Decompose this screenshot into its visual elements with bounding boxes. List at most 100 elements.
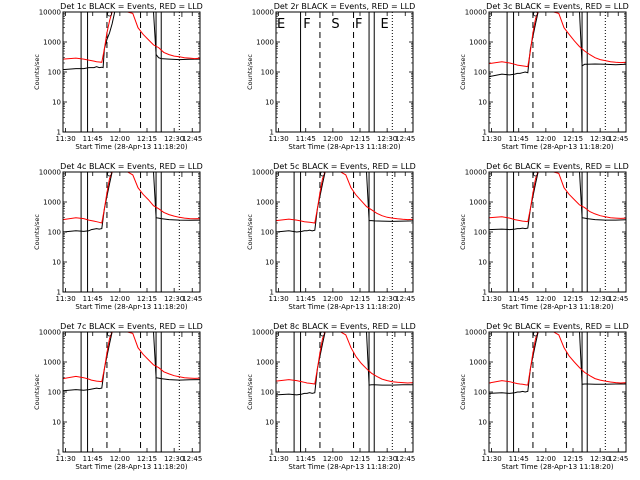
x-tick-label: 12:15	[563, 295, 583, 303]
y-tick-label: 1	[483, 289, 487, 297]
x-tick-label: 12:45	[182, 135, 202, 143]
plot-frame	[62, 331, 201, 453]
y-tick-label: 100	[48, 389, 61, 397]
top-marker	[181, 11, 187, 17]
panel-title: Det 9c BLACK = Events, RED = LLD	[486, 322, 629, 331]
phase-marker: E	[277, 17, 285, 32]
x-tick-label: 12:00	[110, 135, 130, 143]
y-tick-label: 10000	[252, 9, 274, 17]
panel-title: Det 2r BLACK = Events, RED = LLD	[274, 2, 416, 11]
x-tick-label: 11:30	[55, 455, 75, 463]
y-axis-label: Counts/sec	[459, 374, 467, 410]
events-series-line	[276, 172, 413, 233]
events-series-line	[489, 12, 626, 78]
y-tick-label: 100	[474, 69, 487, 77]
x-tick-label: 12:00	[323, 135, 343, 143]
x-tick-label: 11:45	[296, 455, 316, 463]
top-marker	[607, 331, 613, 337]
x-tick-label: 12:30	[164, 455, 184, 463]
x-axis-label: Start Time (28-Apr-13 11:18:20)	[288, 303, 400, 311]
y-tick-label: 10000	[252, 329, 274, 337]
y-tick-label: 100	[474, 389, 487, 397]
y-tick-label: 10000	[465, 9, 487, 17]
x-tick-label: 11:30	[481, 295, 501, 303]
y-tick-label: 1000	[43, 359, 61, 367]
y-tick-label: 100	[261, 229, 274, 237]
x-axis-label: Start Time (28-Apr-13 11:18:20)	[288, 143, 400, 151]
top-marker	[394, 331, 400, 337]
x-tick-label: 12:30	[164, 295, 184, 303]
x-tick-label: 12:30	[377, 295, 397, 303]
plot-frame	[275, 11, 414, 133]
y-tick-label: 10000	[39, 329, 61, 337]
panel-9: Det 9c BLACK = Events, RED = LLD 1 10 100 10…	[459, 322, 629, 471]
panel-6: Det 6c BLACK = Events, RED = LLD 1 10 100 10…	[459, 162, 629, 311]
y-tick-label: 1000	[256, 199, 274, 207]
y-axis-label: Counts/sec	[459, 214, 467, 250]
x-tick-label: 12:00	[536, 455, 556, 463]
x-axis-label: Start Time (28-Apr-13 11:18:20)	[75, 143, 187, 151]
x-axis-label: Start Time (28-Apr-13 11:18:20)	[501, 463, 613, 471]
x-tick-label: 12:30	[590, 135, 610, 143]
events-series-line	[63, 332, 200, 392]
x-tick-label: 12:15	[563, 455, 583, 463]
y-tick-label: 1	[270, 289, 274, 297]
y-tick-label: 10000	[465, 329, 487, 337]
plot-frame	[488, 331, 627, 453]
panel-title: Det 3c BLACK = Events, RED = LLD	[486, 2, 629, 11]
x-tick-label: 12:00	[536, 135, 556, 143]
x-tick-label: 11:30	[481, 135, 501, 143]
x-tick-label: 12:45	[395, 455, 415, 463]
plot-frame	[275, 171, 414, 293]
y-tick-label: 1000	[43, 39, 61, 47]
y-axis-label: Counts/sec	[459, 54, 467, 90]
plot-frame	[275, 331, 414, 453]
panel-title: Det 1c BLACK = Events, RED = LLD	[60, 2, 203, 11]
events-series-line	[489, 172, 626, 231]
x-tick-label: 11:45	[509, 135, 529, 143]
panel-1: Det 1c BLACK = Events, RED = LLD 1 10 100 10…	[33, 2, 203, 151]
y-tick-label: 10	[52, 99, 61, 107]
y-tick-label: 100	[48, 69, 61, 77]
x-tick-label: 11:30	[268, 295, 288, 303]
top-marker	[181, 171, 187, 177]
y-tick-label: 1000	[43, 199, 61, 207]
x-tick-label: 12:15	[137, 135, 157, 143]
phase-marker: F	[303, 17, 310, 32]
top-marker	[394, 171, 400, 177]
x-tick-label: 11:45	[296, 295, 316, 303]
x-tick-label: 12:30	[590, 295, 610, 303]
y-axis-label: Counts/sec	[33, 214, 41, 250]
x-tick-label: 11:30	[268, 135, 288, 143]
lld-series-line	[276, 172, 413, 224]
panel-3: Det 3c BLACK = Events, RED = LLD 1 10 100 10…	[459, 2, 629, 151]
x-tick-label: 12:45	[182, 295, 202, 303]
y-tick-label: 1	[57, 129, 61, 137]
panel-title: Det 4c BLACK = Events, RED = LLD	[60, 162, 203, 171]
y-tick-label: 10	[478, 259, 487, 267]
events-series-line	[63, 172, 200, 233]
x-tick-label: 12:15	[137, 295, 157, 303]
y-tick-label: 1000	[256, 39, 274, 47]
y-tick-label: 1000	[469, 359, 487, 367]
x-tick-label: 11:30	[55, 135, 75, 143]
lld-series-line	[489, 12, 626, 68]
x-tick-label: 12:00	[110, 455, 130, 463]
y-tick-label: 1	[270, 129, 274, 137]
x-tick-label: 12:15	[137, 455, 157, 463]
y-tick-label: 100	[261, 69, 274, 77]
panel-2: Det 2r BLACK = Events, RED = LLD 1 10 100 10…	[246, 2, 415, 151]
x-tick-label: 11:45	[83, 135, 103, 143]
x-tick-label: 11:45	[509, 295, 529, 303]
top-marker	[607, 171, 613, 177]
y-axis-label: Counts/sec	[246, 374, 254, 410]
x-axis-label: Start Time (28-Apr-13 11:18:20)	[75, 303, 187, 311]
panel-4: Det 4c BLACK = Events, RED = LLD 1 10 100 10…	[33, 162, 203, 311]
plot-frame	[488, 171, 627, 293]
top-marker	[107, 11, 112, 17]
x-tick-label: 11:45	[83, 455, 103, 463]
lld-series-line	[63, 172, 200, 224]
panel-title: Det 8c BLACK = Events, RED = LLD	[273, 322, 416, 331]
y-tick-label: 10	[52, 259, 61, 267]
